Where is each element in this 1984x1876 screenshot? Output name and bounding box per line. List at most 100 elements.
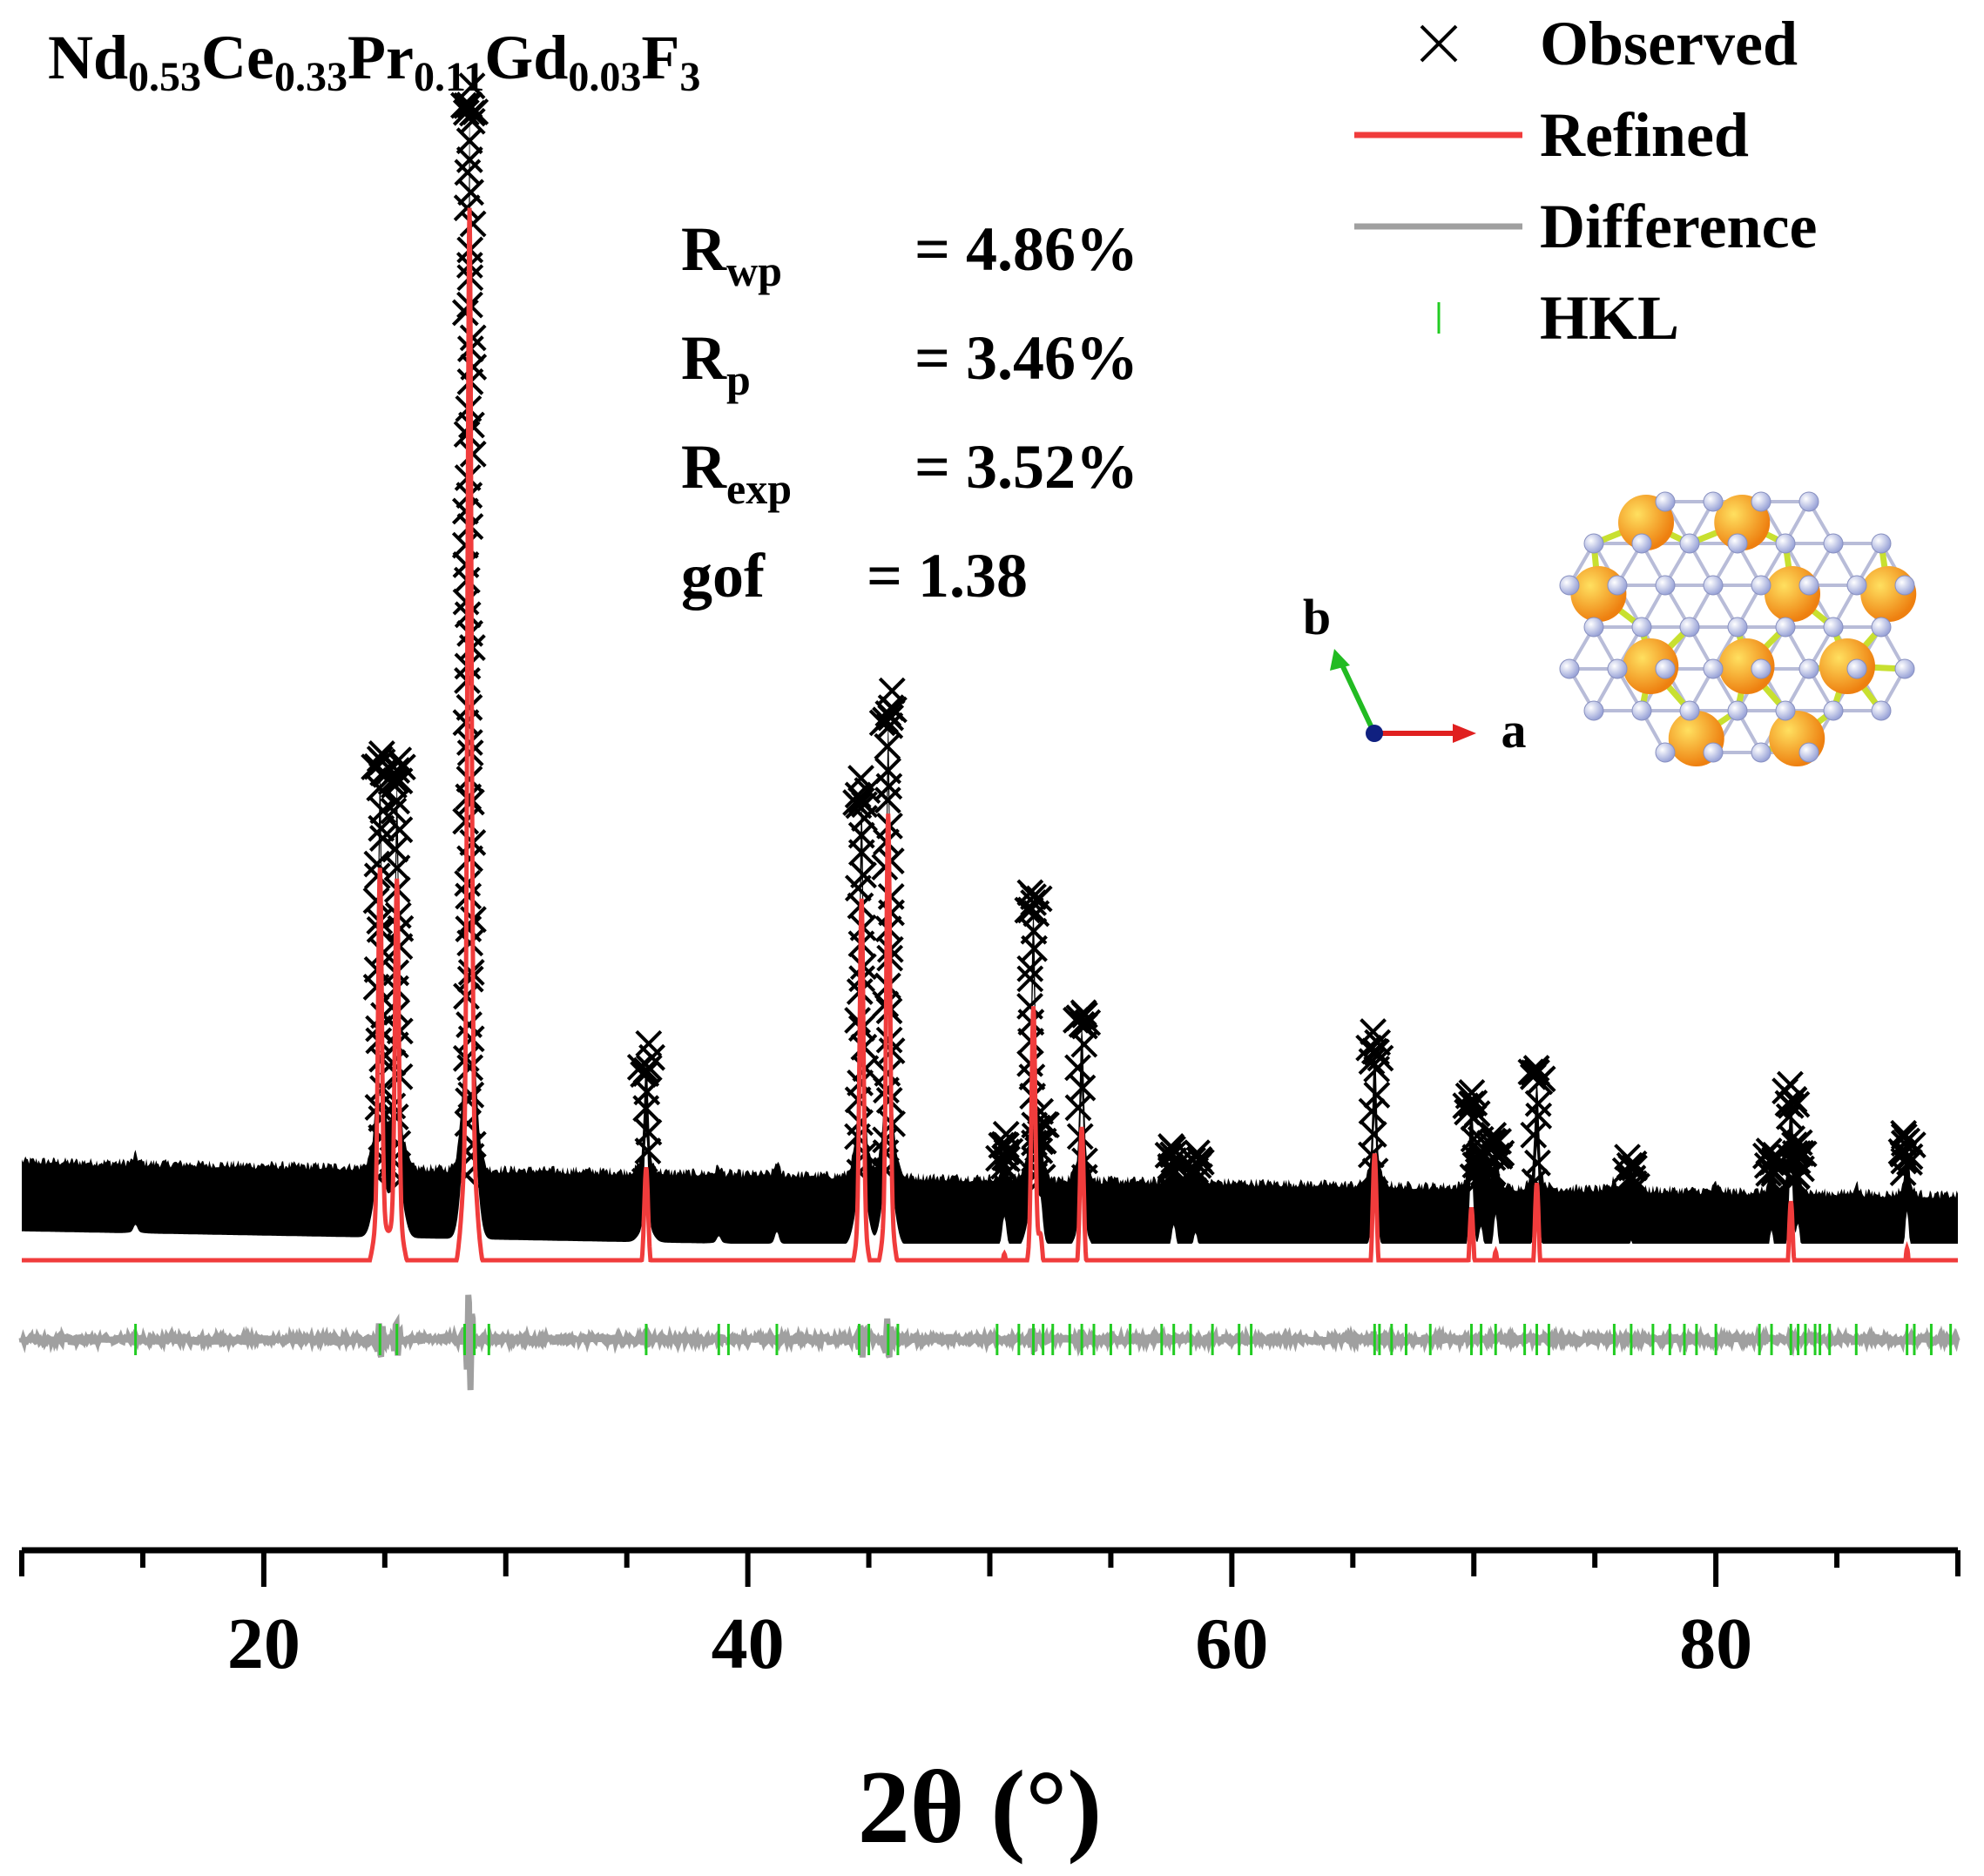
observed-marker <box>384 1130 412 1157</box>
legend-label: Refined <box>1540 100 1749 170</box>
observed-marker <box>1783 1090 1811 1118</box>
observed-marker <box>380 797 408 825</box>
fluorine-atom <box>1846 658 1867 679</box>
observed-marker <box>1785 1140 1812 1167</box>
observed-marker <box>1363 1081 1391 1109</box>
fluorine-atom <box>1559 575 1580 596</box>
refined-series-line <box>22 207 1958 1263</box>
observed-marker <box>1524 1090 1552 1117</box>
title-subscript-1: 0.33 <box>274 54 348 100</box>
title-subscript-3: 0.03 <box>568 54 641 100</box>
fluorine-atom <box>1751 742 1771 763</box>
observed-marker <box>1367 1044 1394 1072</box>
legend-label: Difference <box>1540 192 1817 261</box>
observed-marker <box>1781 1139 1809 1167</box>
observed-marker <box>1528 1065 1556 1093</box>
fluorine-atom <box>1655 742 1676 763</box>
title-element-4: F <box>641 23 679 92</box>
observed-marker <box>638 1043 666 1071</box>
a-axis-label: a <box>1501 702 1527 759</box>
observed-marker <box>1033 1111 1060 1139</box>
b-axis-arrow <box>1337 658 1377 735</box>
observed-marker <box>456 1054 484 1082</box>
observed-marker <box>1187 1148 1215 1176</box>
observed-marker <box>455 1087 483 1115</box>
fluorine-atom <box>1727 700 1748 721</box>
observed-marker <box>1525 1102 1553 1130</box>
fluorine-atom <box>1727 533 1748 554</box>
legend-item-observed: Observed <box>1420 9 1798 78</box>
fluorine-atom <box>1631 533 1652 554</box>
legend: Observed Refined Difference HKL <box>1354 9 1817 353</box>
fluorine-atom <box>1798 491 1819 512</box>
fluorine-atom <box>1823 700 1844 721</box>
x-tick-label: 60 <box>1195 1603 1268 1684</box>
stat-value-3: = 1.38 <box>867 541 1028 611</box>
observed-marker <box>456 965 484 993</box>
x-axis-label: 2θ (°) <box>858 1749 1103 1865</box>
fluorine-atom <box>1751 658 1771 679</box>
title-element-3: Gd <box>484 23 568 92</box>
fluorine-atom <box>1703 575 1724 596</box>
fluorine-atom <box>1894 658 1915 679</box>
observed-marker <box>456 845 483 873</box>
title-element-2: Pr <box>348 23 414 92</box>
observed-marker <box>1064 1054 1091 1082</box>
fluorine-atom <box>1798 742 1819 763</box>
title-subscript-2: 0.11 <box>414 54 484 100</box>
title-subscript-4: 3 <box>679 54 700 100</box>
fluorine-atom <box>1823 617 1844 638</box>
fluorine-atom <box>1655 575 1676 596</box>
legend-item-hkl: HKL <box>1437 283 1679 353</box>
observed-marker <box>388 753 416 781</box>
fluorine-atom <box>1679 700 1700 721</box>
observed-marker <box>1623 1172 1650 1200</box>
crystal-axes-indicator: b a <box>1303 589 1527 759</box>
fluorine-atom <box>1727 617 1748 638</box>
observed-marker <box>456 1011 483 1038</box>
fluorine-atom <box>1775 700 1796 721</box>
fluorine-atom <box>1798 575 1819 596</box>
fluorine-atom <box>1871 533 1892 554</box>
difference-series-line <box>18 1294 1960 1391</box>
crystal-structure-inset <box>1559 491 1917 766</box>
observed-marker <box>385 746 413 774</box>
observed-marker <box>363 862 391 890</box>
fluorine-atom <box>1655 658 1676 679</box>
observed-marker <box>1016 992 1043 1020</box>
fluorine-atom <box>1751 491 1771 512</box>
fluorine-atom <box>1631 700 1652 721</box>
observed-marker <box>451 531 479 559</box>
c-axis-origin <box>1366 725 1383 742</box>
fluorine-atom <box>1871 700 1892 721</box>
fluorine-atom <box>1703 658 1724 679</box>
fluorine-atom <box>1583 533 1604 554</box>
observed-marker <box>1524 1149 1551 1177</box>
fluorine-atom <box>1583 700 1604 721</box>
observed-marker <box>1899 1131 1927 1159</box>
fluorine-atom <box>1655 491 1676 512</box>
observed-marker <box>1777 1091 1805 1119</box>
fluorine-atom <box>1775 533 1796 554</box>
observed-marker <box>1360 1121 1387 1148</box>
observed-marker <box>1358 1097 1386 1125</box>
legend-label: Observed <box>1540 9 1798 78</box>
fluorine-atom <box>1871 617 1892 638</box>
fluorine-atom <box>1631 617 1652 638</box>
cation-atom <box>1623 638 1679 694</box>
observed-marker <box>1790 1140 1818 1168</box>
observed-marker <box>1488 1139 1515 1167</box>
fluorine-atom <box>1607 575 1628 596</box>
fluorine-atom <box>1559 658 1580 679</box>
hkl-markers <box>134 1324 1953 1355</box>
x-tick-label: 80 <box>1679 1603 1752 1684</box>
observed-marker <box>1461 1090 1488 1117</box>
observed-marker <box>850 861 877 889</box>
fluorine-atom <box>1679 533 1700 554</box>
fluorine-atom <box>1846 575 1867 596</box>
observed-marker <box>456 766 483 793</box>
observed-marker <box>462 98 489 125</box>
observed-marker <box>383 757 411 784</box>
observed-marker <box>452 98 480 126</box>
observed-marker <box>370 938 398 966</box>
